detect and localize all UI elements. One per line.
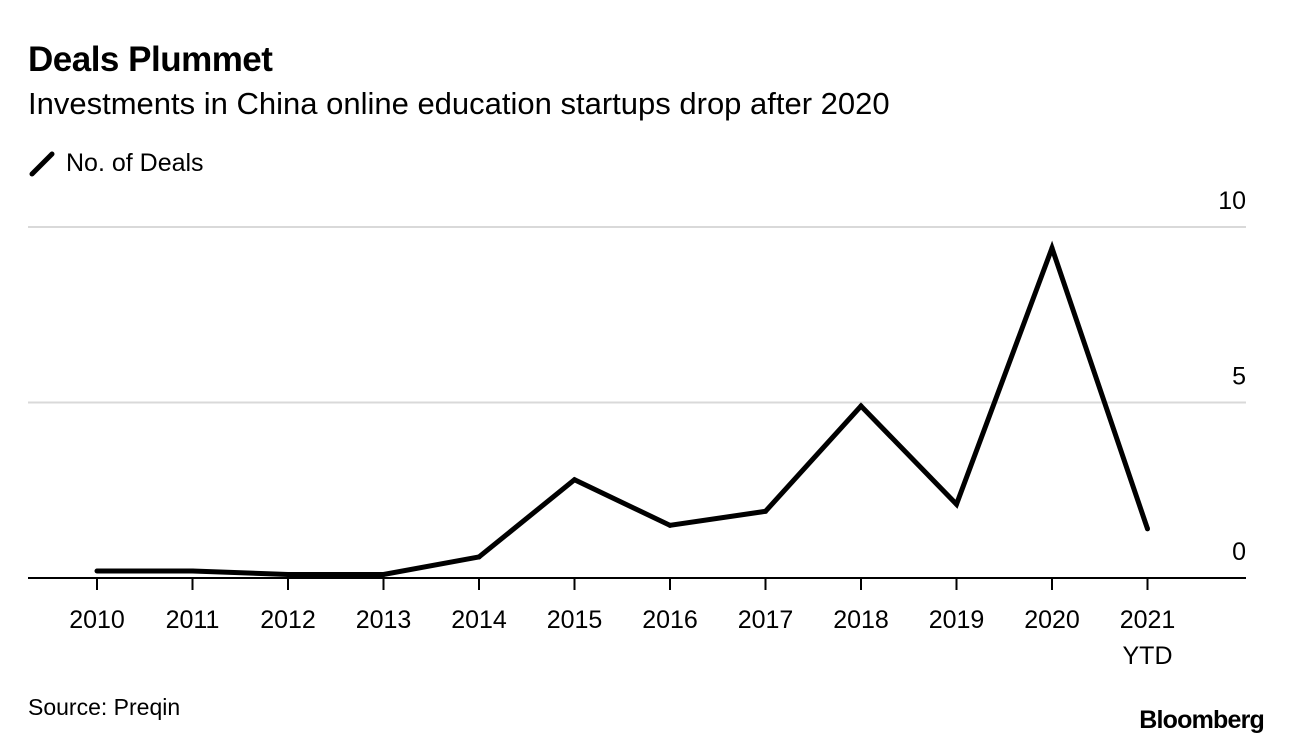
data-point	[667, 522, 673, 528]
y-tick-label: 0	[1232, 538, 1246, 566]
x-tick-label: 2011	[166, 606, 220, 634]
x-tick-label: 2014	[451, 606, 507, 634]
x-tick-label: 2015	[547, 606, 603, 634]
data-point	[858, 403, 864, 409]
data-point	[190, 568, 195, 574]
chart-subtitle: Investments in China online education st…	[28, 86, 890, 121]
x-tick-label: 2021 YTD	[1120, 606, 1176, 670]
legend: No. of Deals	[28, 148, 204, 178]
data-point	[954, 501, 959, 507]
data-point	[285, 571, 291, 577]
x-tick-label: 2020	[1024, 606, 1080, 634]
data-point	[572, 477, 577, 483]
y-tick-label: 5	[1232, 363, 1246, 391]
chart-title: Deals Plummet	[28, 40, 273, 79]
data-point	[763, 508, 768, 514]
data-point	[1049, 245, 1055, 251]
x-tick-label: 2018	[833, 606, 889, 634]
x-tick-label: 2016	[642, 606, 698, 634]
series-line-no-of-deals	[97, 240, 1150, 577]
x-tick-label: 2017	[738, 606, 794, 634]
source-note: Source: Preqin	[28, 694, 181, 720]
x-tick-label: 2012	[260, 606, 316, 634]
data-point	[1145, 526, 1150, 532]
y-tick-label: 10	[1218, 187, 1246, 215]
data-point	[381, 571, 386, 577]
x-tick-label: 2013	[356, 606, 412, 634]
bloomberg-logo: Bloomberg	[1139, 706, 1265, 734]
x-tick-label: 2019	[929, 606, 985, 634]
legend-label: No. of Deals	[66, 148, 204, 177]
data-point	[94, 568, 100, 574]
line-swatch-icon	[29, 151, 55, 177]
x-tick-label: 2010	[69, 606, 125, 634]
data-point	[476, 554, 482, 560]
